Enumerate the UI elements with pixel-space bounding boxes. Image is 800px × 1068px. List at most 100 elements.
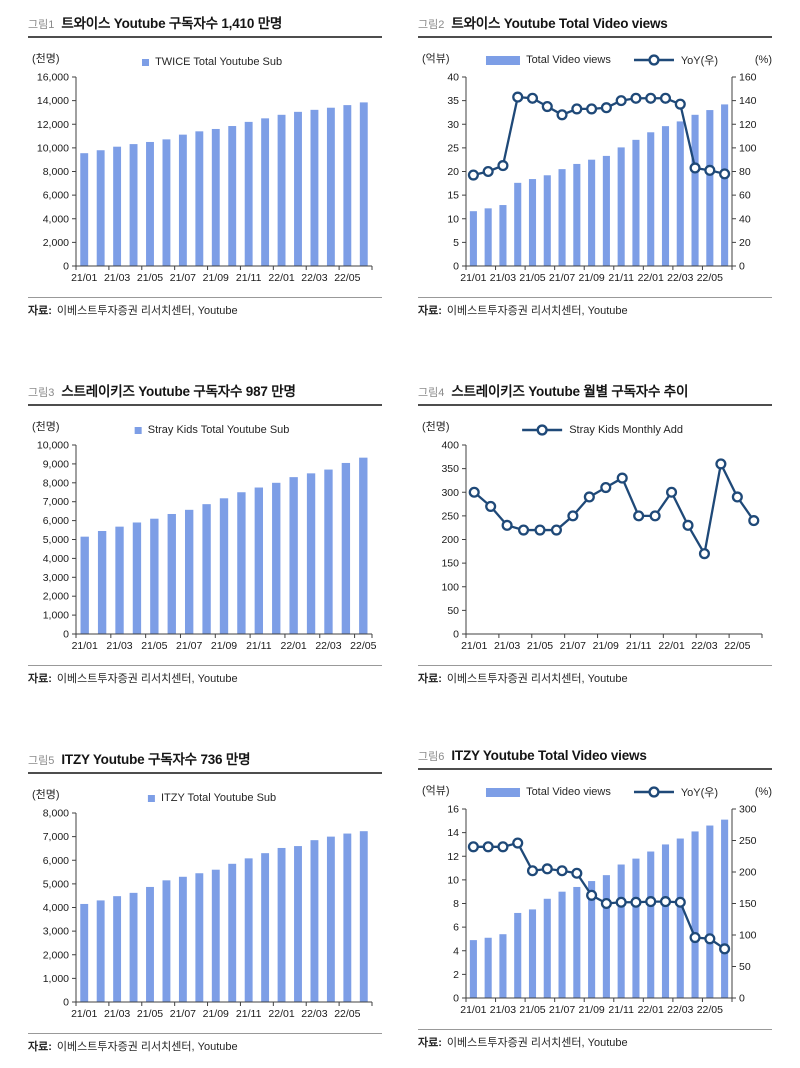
chart-legend: Stray Kids Monthly Add [521,424,683,436]
svg-text:30: 30 [447,119,459,131]
svg-text:21/11: 21/11 [626,640,652,652]
svg-text:21/07: 21/07 [170,1008,196,1020]
legend-item: Total Video views [486,786,611,798]
svg-text:21/01: 21/01 [461,640,487,652]
legend-label: YoY(우) [680,787,719,799]
left-axis-unit: (억뷰) [422,785,450,797]
legend-item: Total Video views [486,54,611,66]
svg-text:0: 0 [63,997,69,1009]
chart-title: ITZY Youtube Total Video views [451,748,647,763]
svg-text:21/11: 21/11 [608,1004,634,1016]
svg-text:0: 0 [63,261,69,273]
svg-text:21/09: 21/09 [203,1008,229,1020]
figure-number: 그림2 [418,19,445,31]
svg-text:21/05: 21/05 [137,272,163,284]
svg-text:16: 16 [447,804,459,816]
svg-text:5,000: 5,000 [43,878,69,890]
svg-text:2,000: 2,000 [43,237,69,249]
source-row: 자료: 이베스트투자증권 리서치센터, Youtube [418,297,772,318]
svg-text:50: 50 [447,605,459,617]
right-axis-unit: (%) [754,786,772,798]
line-legend-swatch [633,54,674,66]
svg-text:160: 160 [739,72,757,84]
svg-text:21/01: 21/01 [71,272,97,284]
svg-text:350: 350 [441,463,459,475]
svg-text:21/03: 21/03 [490,1004,516,1016]
source-row: 자료: 이베스트투자증권 리서치센터, Youtube [418,665,772,686]
figure-number: 그림4 [418,387,445,399]
svg-text:2,000: 2,000 [43,949,69,961]
svg-text:21/05: 21/05 [141,640,167,652]
svg-text:2,000: 2,000 [43,591,69,603]
legend-item: YoY(우) [633,52,718,68]
svg-text:21/05: 21/05 [527,640,553,652]
svg-text:4: 4 [453,945,459,957]
chart-title-row: 그림4 스트레이키즈 Youtube 월별 구독자수 추이 [418,380,772,406]
chart-title-row: 그림6 ITZY Youtube Total Video views [418,748,772,770]
chart-legend: ITZY Total Youtube Sub [147,792,276,804]
svg-text:21/07: 21/07 [549,1004,575,1016]
legend-label: Total Video views [526,786,611,798]
chart-title: 트와이스 Youtube 구독자수 1,410 만명 [61,16,283,31]
chart-canvas: 0 1,000 2,000 3,000 4,000 5,000 6,000 7,000 8,00… [43,808,373,1020]
chart-title-row: 그림1 트와이스 Youtube 구독자수 1,410 만명 [28,12,382,38]
bar-legend-swatch [486,55,521,65]
svg-text:22/05: 22/05 [350,640,376,652]
chart-panel-2: 그림2 트와이스 Youtube Total Video views (억뷰) … [418,12,772,318]
line-legend-swatch [522,424,563,436]
chart-title-row: 그림5 ITZY Youtube 구독자수 736 만명 [28,748,382,774]
chart-canvas: 0 50 100 150 200 250 300 350 400 21/01 21/03 21/05 2… [441,440,763,652]
svg-text:21/01: 21/01 [72,640,98,652]
svg-text:10: 10 [447,874,459,886]
svg-text:21/01: 21/01 [460,272,486,284]
svg-text:22/03: 22/03 [301,272,327,284]
svg-text:22/05: 22/05 [697,272,723,284]
svg-text:200: 200 [441,534,459,546]
svg-text:40: 40 [739,213,751,225]
svg-text:21/07: 21/07 [170,272,196,284]
chart-legend: Total Video views YoY(우) [486,52,718,68]
svg-text:3,000: 3,000 [43,926,69,938]
svg-text:6,000: 6,000 [43,190,69,202]
svg-text:21/03: 21/03 [104,1008,130,1020]
svg-text:22/01: 22/01 [638,272,664,284]
legend-label: Total Video views [526,54,611,66]
legend-item: YoY(우) [633,784,718,800]
svg-text:21/03: 21/03 [104,272,130,284]
svg-text:9,000: 9,000 [43,458,69,470]
svg-text:21/03: 21/03 [106,640,132,652]
svg-text:21/05: 21/05 [519,272,545,284]
source-text: 이베스트투자증권 리서치센터, Youtube [446,673,628,685]
svg-text:21/09: 21/09 [203,272,229,284]
svg-text:7,000: 7,000 [43,831,69,843]
chart-title: ITZY Youtube 구독자수 736 만명 [61,752,251,767]
svg-text:4,000: 4,000 [43,553,69,565]
legend-item: ITZY Total Youtube Sub [147,792,276,804]
svg-text:14,000: 14,000 [37,95,69,107]
chart-legend: TWICE Total Youtube Sub [142,56,282,68]
source-text: 이베스트투자증권 리서치센터, Youtube [56,673,238,685]
source-label: 자료: [28,673,52,685]
chart-title: 트와이스 Youtube Total Video views [451,16,668,31]
svg-text:10: 10 [447,213,459,225]
svg-text:22/03: 22/03 [315,640,341,652]
svg-text:21/05: 21/05 [137,1008,163,1020]
svg-text:10,000: 10,000 [37,440,69,452]
chart-canvas: 0 2 4 6 8 10 12 14 16 0 50 100 150 200 250 300 21/01 21/0… [447,804,756,1017]
svg-text:14: 14 [447,827,459,839]
source-label: 자료: [418,305,442,317]
svg-text:1,000: 1,000 [43,973,69,985]
svg-text:21/03: 21/03 [494,640,520,652]
bar-legend-swatch [486,787,521,797]
svg-text:3,000: 3,000 [43,572,69,584]
svg-text:22/05: 22/05 [334,272,360,284]
svg-text:7,000: 7,000 [43,496,69,508]
svg-text:22/01: 22/01 [658,640,684,652]
chart-legend: Stray Kids Total Youtube Sub [134,424,289,436]
chart-title-row: 그림2 트와이스 Youtube Total Video views [418,12,772,38]
svg-text:35: 35 [447,95,459,107]
svg-text:21/11: 21/11 [236,1008,262,1020]
figure-number: 그림6 [418,751,445,763]
svg-text:22/01: 22/01 [281,640,307,652]
left-axis-unit: (억뷰) [422,53,450,65]
